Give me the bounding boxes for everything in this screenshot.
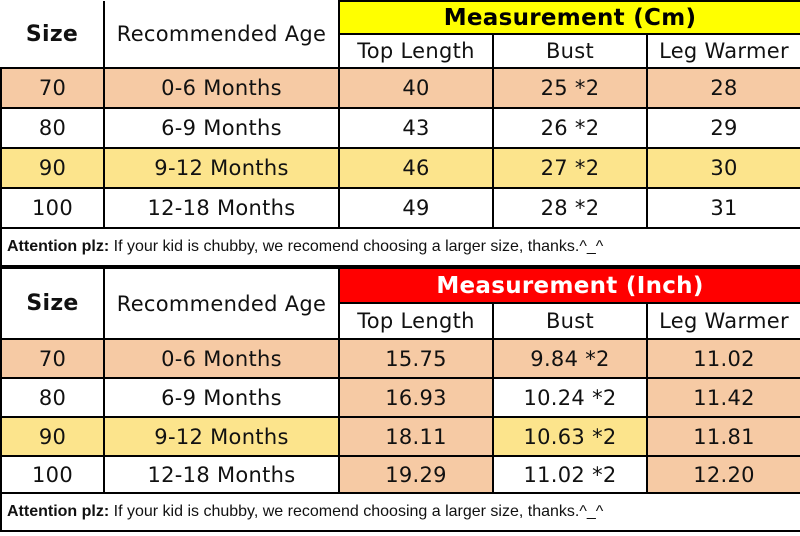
cell-size: 80: [0, 377, 105, 418]
table-row: 80 6-9 Months 43 26 *2 29: [0, 107, 800, 149]
attention-row: Attention plz: If your kid is chubby, we…: [0, 227, 800, 267]
cell-bust: 10.63 *2: [492, 416, 648, 457]
cell-size: 90: [0, 416, 105, 457]
cell-top-length: 18.11: [338, 416, 494, 457]
cell-age: 9-12 Months: [103, 147, 340, 189]
inch-col-bust: Bust: [492, 302, 648, 340]
cell-bust: 27 *2: [492, 147, 648, 189]
inch-age-header: Recommended Age: [103, 267, 340, 340]
cell-age: 12-18 Months: [103, 187, 340, 229]
attention-text: If your kid is chubby, we recomend choos…: [109, 238, 604, 255]
cell-leg-warmer: 11.02: [645, 338, 800, 379]
table-row: 70 0-6 Months 15.75 9.84 *2 11.02: [0, 338, 800, 379]
inch-size-header: Size: [0, 267, 105, 340]
inch-col-top-length: Top Length: [338, 302, 494, 340]
cell-top-length: 43: [338, 107, 494, 149]
cell-size: 70: [0, 67, 105, 109]
cell-leg-warmer: 31: [646, 187, 800, 229]
table-row: 100 12-18 Months 49 28 *2 31: [0, 187, 800, 229]
cell-age: 6-9 Months: [103, 377, 340, 418]
cell-bust: 10.24 *2: [492, 377, 648, 418]
attention-label: Attention plz:: [7, 238, 110, 255]
attention-row: Attention plz: If your kid is chubby, we…: [0, 492, 800, 532]
cell-age: 12-18 Months: [103, 455, 340, 494]
table-row: 90 9-12 Months 18.11 10.63 *2 11.81: [0, 416, 800, 457]
table-row: 80 6-9 Months 16.93 10.24 *2 11.42: [0, 377, 800, 418]
table-row: 90 9-12 Months 46 27 *2 30: [0, 147, 800, 189]
attention-note: Attention plz: If your kid is chubby, we…: [0, 492, 800, 532]
cm-col-bust: Bust: [492, 33, 648, 69]
cell-size: 70: [0, 338, 105, 379]
cell-top-length: 19.29: [338, 455, 494, 494]
attention-label: Attention plz:: [7, 503, 110, 520]
cell-top-length: 16.93: [338, 377, 494, 418]
attention-text: If your kid is chubby, we recomend choos…: [109, 503, 604, 520]
cm-header-row-2: Top Length Bust Leg Warmer: [1, 33, 800, 69]
cell-bust: 11.02 *2: [492, 455, 648, 494]
cell-size: 90: [0, 147, 105, 189]
cell-bust: 9.84 *2: [492, 338, 648, 379]
cell-leg-warmer: 11.81: [645, 416, 800, 457]
table-row: 100 12-18 Months 19.29 11.02 *2 12.20: [0, 455, 800, 494]
cell-size: 80: [0, 107, 105, 149]
cell-age: 6-9 Months: [103, 107, 340, 149]
inch-header-row-1: Size Recommended Age Measurement (Inch): [0, 267, 800, 340]
cell-top-length: 40: [338, 67, 494, 109]
cm-table-title: Measurement (Cm): [338, 0, 800, 35]
inch-header-row-2: Top Length Bust Leg Warmer: [1, 302, 800, 340]
cell-leg-warmer: 12.20: [645, 455, 800, 494]
cm-col-leg-warmer: Leg Warmer: [646, 33, 800, 69]
table-row: 70 0-6 Months 40 25 *2 28: [0, 67, 800, 109]
cm-age-header: Recommended Age: [103, 1, 340, 69]
cell-size: 100: [0, 455, 105, 494]
cell-bust: 25 *2: [492, 67, 648, 109]
inch-col-leg-warmer: Leg Warmer: [645, 302, 800, 340]
cell-bust: 26 *2: [492, 107, 648, 149]
inch-size-table: Size Recommended Age Measurement (Inch) …: [0, 267, 800, 532]
cell-bust: 28 *2: [492, 187, 648, 229]
cell-age: 0-6 Months: [103, 67, 340, 109]
cell-leg-warmer: 30: [646, 147, 800, 189]
cell-age: 0-6 Months: [103, 338, 340, 379]
cell-top-length: 49: [338, 187, 494, 229]
cell-leg-warmer: 28: [646, 67, 800, 109]
attention-note: Attention plz: If your kid is chubby, we…: [0, 227, 800, 267]
cell-leg-warmer: 29: [646, 107, 800, 149]
cm-header-row-1: Size Recommended Age Measurement (Cm): [1, 0, 800, 69]
cell-top-length: 15.75: [338, 338, 494, 379]
cell-top-length: 46: [338, 147, 494, 189]
cell-size: 100: [0, 187, 105, 229]
cell-age: 9-12 Months: [103, 416, 340, 457]
cell-leg-warmer: 11.42: [645, 377, 800, 418]
inch-table-title: Measurement (Inch): [337, 267, 800, 304]
cm-size-table: Size Recommended Age Measurement (Cm) To…: [0, 0, 800, 267]
cm-col-top-length: Top Length: [338, 33, 494, 69]
cm-size-header: Size: [1, 1, 105, 69]
